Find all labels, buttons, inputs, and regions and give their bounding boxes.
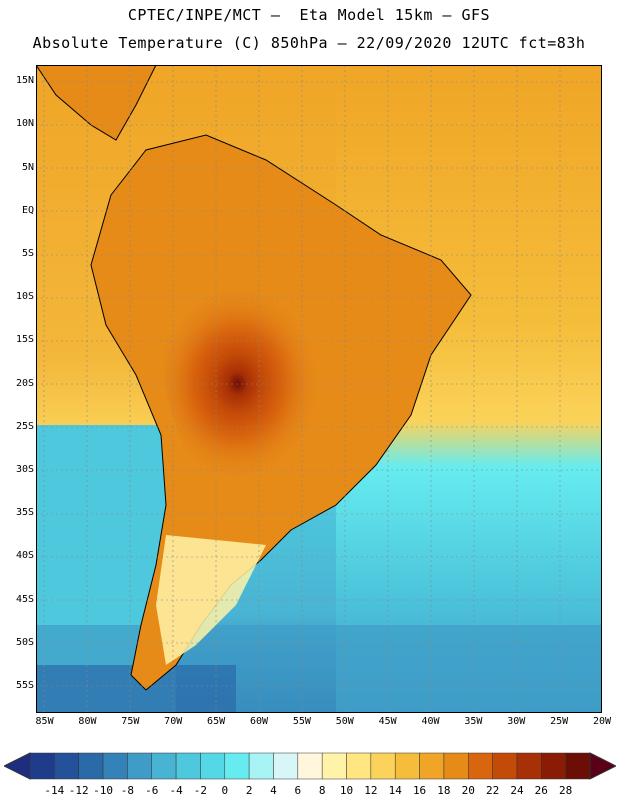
colorbar-swatch — [516, 752, 542, 780]
lon-tick-label: 55W — [292, 716, 311, 727]
colorbar-swatch — [78, 752, 104, 780]
colorbar-tick-label: 0 — [221, 784, 229, 797]
lat-tick-label: 30S — [15, 464, 34, 476]
lat-tick-label: 15S — [15, 334, 34, 346]
lon-tick-label: 75W — [121, 716, 140, 727]
colorbar-swatch — [565, 752, 591, 780]
lat-tick-label: 50S — [15, 636, 34, 648]
colorbar-tick-label: 12 — [364, 784, 378, 797]
colorbar-tick-label: 20 — [461, 784, 475, 797]
lat-tick-label: 15N — [15, 75, 34, 87]
lat-tick-label: 25S — [15, 420, 34, 432]
lat-tick-label: 35S — [15, 507, 34, 519]
lat-tick-label: 40S — [15, 550, 34, 562]
colorbar-tick-label: 8 — [318, 784, 326, 797]
colorbar-tick-label: -4 — [169, 784, 183, 797]
lat-tick-label: EQ — [21, 204, 34, 216]
colorbar-tick-label: 2 — [245, 784, 253, 797]
central-america — [36, 65, 157, 141]
colorbar-swatch — [370, 752, 396, 780]
colorbar-tick-label: 28 — [559, 784, 573, 797]
colorbar-tick-label: 14 — [388, 784, 402, 797]
lat-tick-label: 55S — [15, 680, 34, 692]
title-line-2: Absolute Temperature (C) 850hPa – 22/09/… — [32, 34, 586, 52]
lon-tick-label: 35W — [464, 716, 483, 727]
lon-tick-label: 25W — [550, 716, 569, 727]
lon-tick-label: 30W — [507, 716, 526, 727]
grid-lines — [36, 65, 602, 713]
lon-tick-label: 45W — [378, 716, 397, 727]
colorbar-tick-label: 18 — [437, 784, 451, 797]
colorbar-tick-label: -6 — [145, 784, 159, 797]
colorbar-swatch — [443, 752, 469, 780]
colorbar-tick-label: 24 — [510, 784, 524, 797]
colorbar-swatch — [492, 752, 518, 780]
colorbar-tick-label: 16 — [412, 784, 427, 797]
lon-tick-label: 80W — [78, 716, 97, 727]
lat-tick-label: 5S — [21, 248, 34, 260]
lat-tick-label: 10N — [15, 118, 34, 130]
colorbar-over-arrow — [589, 752, 616, 780]
colorbar-tick-label: 22 — [485, 784, 500, 797]
colorbar-swatch — [297, 752, 323, 780]
colorbar-swatch — [175, 752, 201, 780]
colorbar-under-arrow — [4, 752, 31, 780]
colorbar-swatch — [248, 752, 274, 780]
lon-tick-label: 65W — [207, 716, 226, 727]
colorbar — [4, 752, 616, 780]
lon-tick-label: 50W — [335, 716, 354, 727]
colorbar-swatch — [273, 752, 299, 780]
lat-tick-label: 45S — [15, 593, 34, 605]
colorbar-swatch — [224, 752, 250, 780]
lat-tick-label: 10S — [15, 291, 34, 303]
lon-tick-label: 20W — [592, 716, 612, 727]
colorbar-tick-label: -10 — [93, 784, 113, 797]
colorbar-swatch — [29, 752, 55, 780]
colorbar-swatch — [346, 752, 372, 780]
lon-tick-label: 70W — [164, 716, 183, 727]
map-border — [36, 65, 602, 713]
lon-tick-label: 40W — [421, 716, 440, 727]
colorbar-tick-label: -12 — [68, 784, 89, 797]
colorbar-swatch — [419, 752, 445, 780]
colorbar-tick-label: -2 — [193, 784, 208, 797]
temperature-map — [36, 65, 602, 713]
colorbar-swatch — [468, 752, 493, 780]
colorbar-swatch — [127, 752, 152, 780]
colorbar-tick-label: 4 — [270, 784, 277, 797]
lat-tick-label: 20S — [15, 377, 34, 389]
colorbar-tick-label: -14 — [44, 784, 65, 797]
title-line-1: CPTEC/INPE/MCT – Eta Model 15km – GFS — [127, 6, 491, 24]
colorbar-swatch — [321, 752, 347, 780]
colorbar-tick-label: 10 — [339, 784, 354, 797]
colorbar-tick-label: -8 — [120, 784, 135, 797]
colorbar-tick-label: 6 — [294, 784, 302, 797]
lat-tick-label: 5N — [21, 161, 34, 173]
lon-tick-label: 60W — [249, 716, 268, 727]
colorbar-swatch — [200, 752, 226, 780]
colorbar-swatch — [541, 752, 566, 780]
colorbar-swatch — [102, 752, 128, 780]
colorbar-swatch — [151, 752, 177, 780]
colorbar-swatch — [54, 752, 79, 780]
lon-tick-label: 85W — [35, 716, 54, 727]
colorbar-swatch — [394, 752, 420, 780]
colorbar-tick-label: 26 — [534, 784, 548, 797]
